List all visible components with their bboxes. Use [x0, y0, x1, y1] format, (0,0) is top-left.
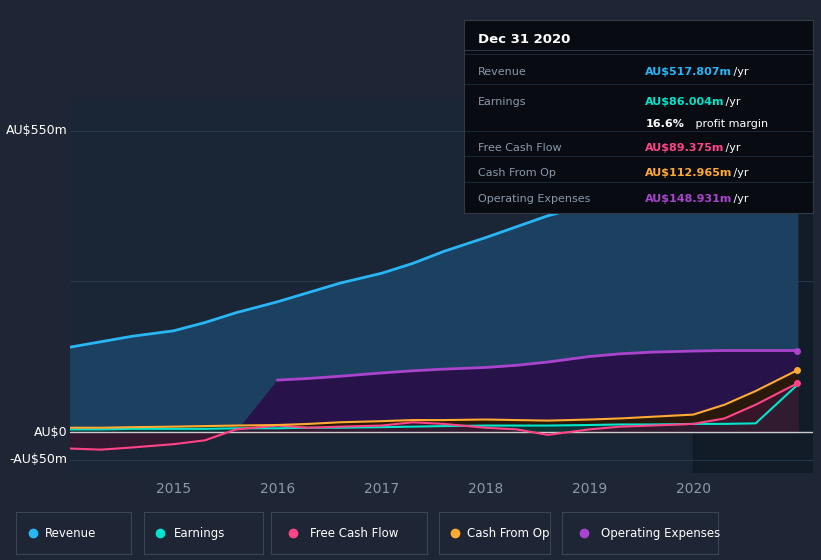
Text: Revenue: Revenue — [478, 67, 526, 77]
Text: /yr: /yr — [730, 168, 748, 178]
Text: Cash From Op: Cash From Op — [478, 168, 556, 178]
Text: Operating Expenses: Operating Expenses — [602, 527, 721, 540]
Text: Revenue: Revenue — [45, 527, 97, 540]
Text: AU$550m: AU$550m — [6, 124, 67, 137]
Text: AU$0: AU$0 — [34, 426, 67, 438]
Text: AU$86.004m: AU$86.004m — [645, 97, 725, 107]
Text: /yr: /yr — [722, 97, 741, 107]
Text: Earnings: Earnings — [478, 97, 526, 107]
Text: /yr: /yr — [722, 143, 741, 153]
Text: AU$89.375m: AU$89.375m — [645, 143, 725, 153]
Text: AU$112.965m: AU$112.965m — [645, 168, 732, 178]
Text: /yr: /yr — [730, 194, 748, 204]
Text: profit margin: profit margin — [692, 119, 768, 129]
Text: 16.6%: 16.6% — [645, 119, 684, 129]
Text: /yr: /yr — [730, 67, 748, 77]
Text: Earnings: Earnings — [173, 527, 225, 540]
Text: Cash From Op: Cash From Op — [467, 527, 549, 540]
Bar — [693, 98, 813, 473]
Text: -AU$50m: -AU$50m — [9, 453, 67, 466]
Text: AU$517.807m: AU$517.807m — [645, 67, 732, 77]
Text: Free Cash Flow: Free Cash Flow — [310, 527, 398, 540]
Text: Operating Expenses: Operating Expenses — [478, 194, 590, 204]
Text: AU$148.931m: AU$148.931m — [645, 194, 732, 204]
Text: Dec 31 2020: Dec 31 2020 — [478, 33, 571, 46]
Text: Free Cash Flow: Free Cash Flow — [478, 143, 562, 153]
